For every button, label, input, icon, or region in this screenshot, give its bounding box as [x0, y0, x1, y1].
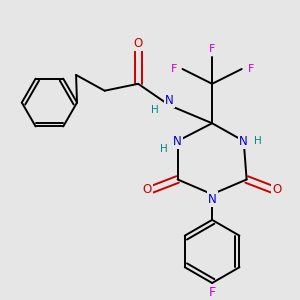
Text: H: H	[151, 105, 159, 116]
Text: F: F	[209, 44, 215, 54]
Text: F: F	[208, 286, 216, 299]
Text: F: F	[248, 64, 254, 74]
Text: N: N	[208, 193, 217, 206]
Text: H: H	[254, 136, 261, 146]
Text: O: O	[142, 183, 152, 196]
Text: O: O	[134, 37, 143, 50]
Text: N: N	[173, 134, 182, 148]
Text: O: O	[273, 183, 282, 196]
Text: N: N	[239, 134, 248, 148]
Text: F: F	[170, 64, 177, 74]
Text: N: N	[165, 94, 174, 107]
Text: H: H	[160, 144, 168, 154]
